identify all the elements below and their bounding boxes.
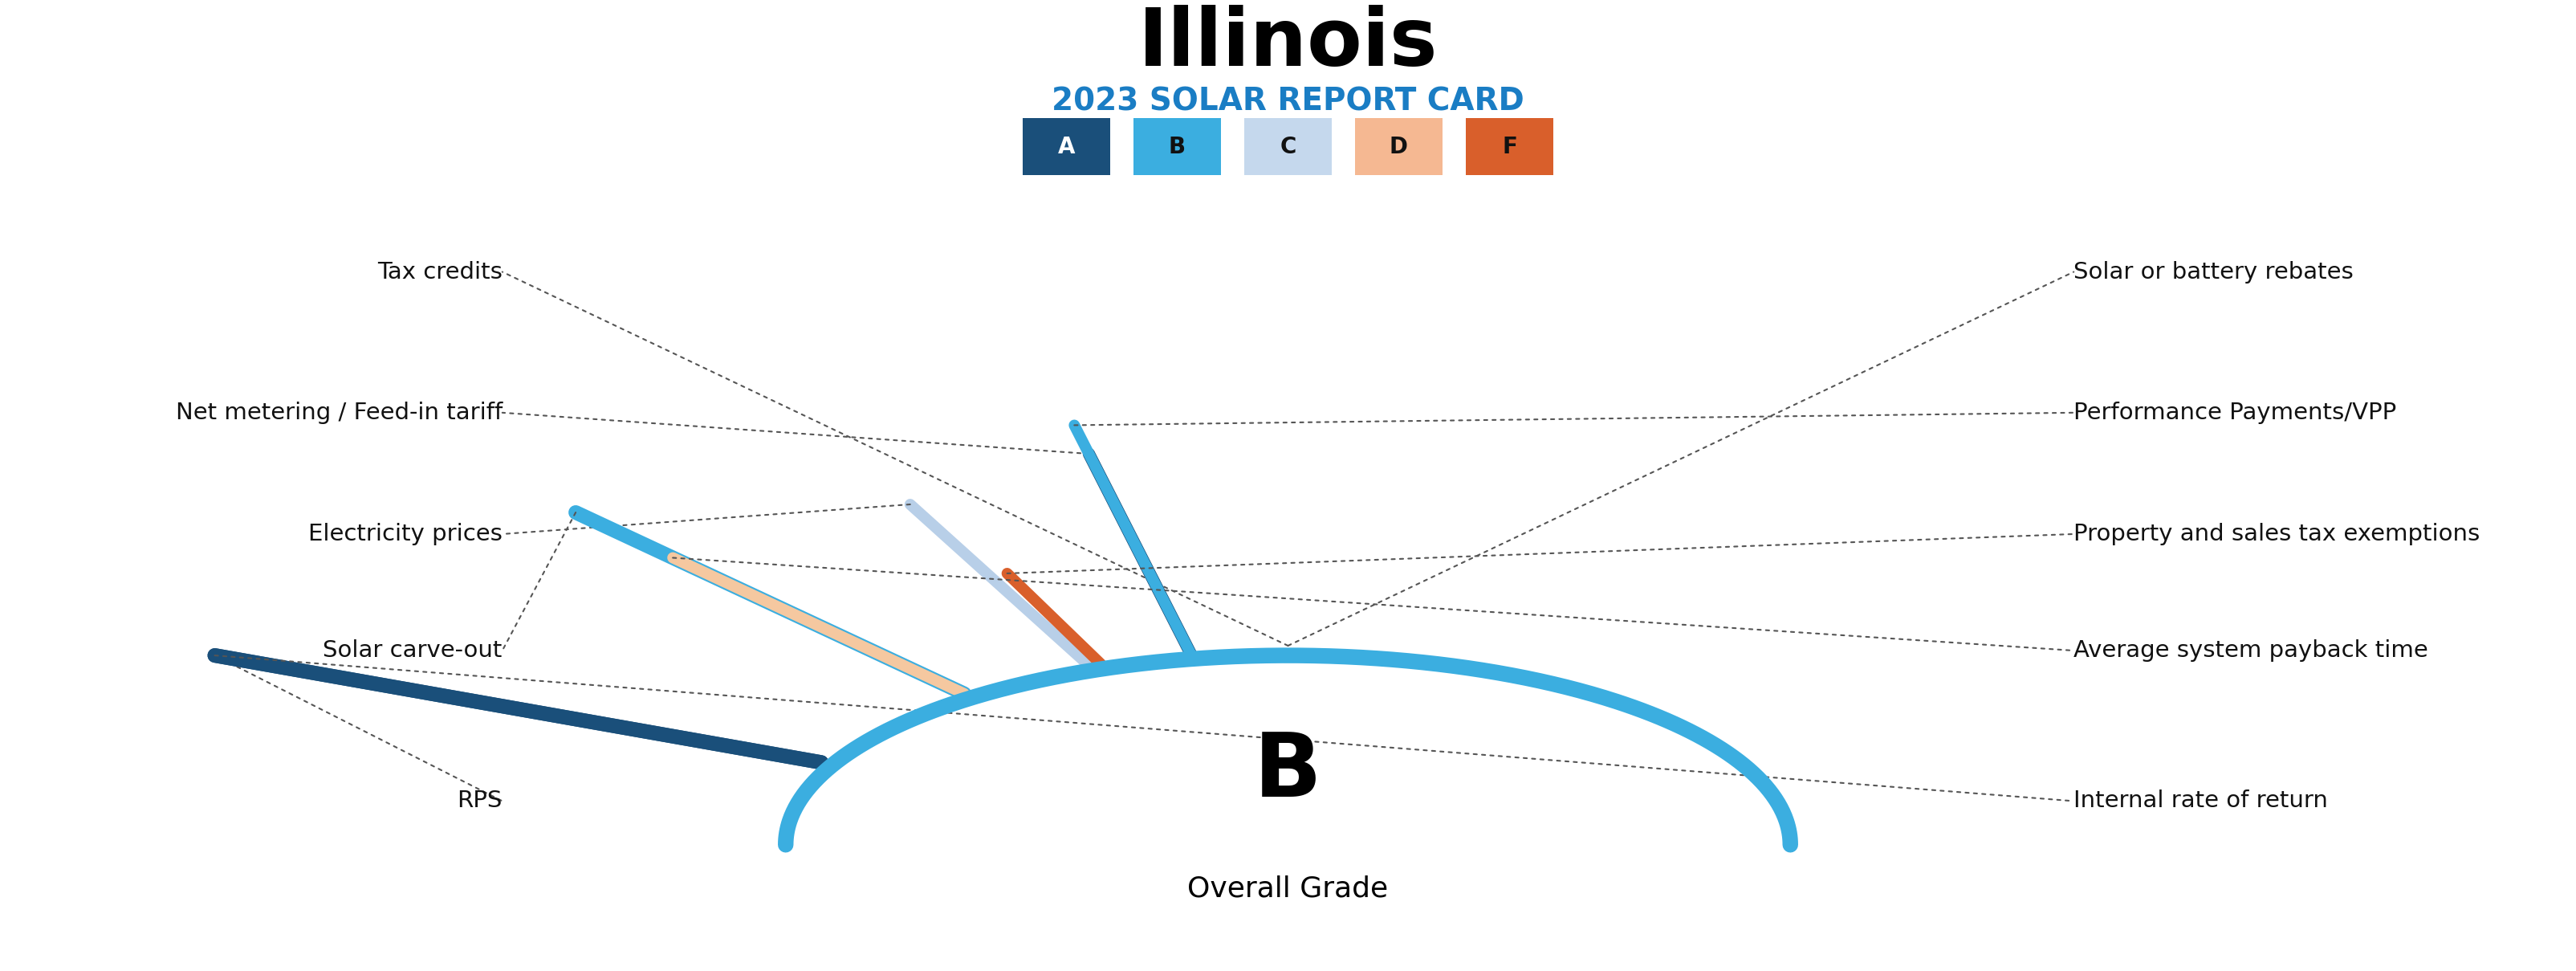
Text: B: B — [1255, 729, 1321, 815]
Text: Net metering / Feed-in tariff: Net metering / Feed-in tariff — [175, 401, 502, 424]
Text: RPS: RPS — [456, 789, 502, 813]
Text: Solar or battery rebates: Solar or battery rebates — [2074, 260, 2354, 284]
Text: D: D — [1388, 135, 1409, 158]
Text: Internal rate of return: Internal rate of return — [2074, 789, 2329, 813]
Text: A: A — [1059, 135, 1074, 158]
FancyBboxPatch shape — [1244, 118, 1332, 175]
FancyBboxPatch shape — [1466, 118, 1553, 175]
Text: Illinois: Illinois — [1139, 5, 1437, 83]
Text: Overall Grade: Overall Grade — [1188, 875, 1388, 902]
Text: Property and sales tax exemptions: Property and sales tax exemptions — [2074, 522, 2481, 546]
Text: Tax credits: Tax credits — [376, 260, 502, 284]
FancyBboxPatch shape — [1023, 118, 1110, 175]
Text: Solar carve-out: Solar carve-out — [322, 639, 502, 662]
Text: Electricity prices: Electricity prices — [309, 522, 502, 546]
FancyBboxPatch shape — [1355, 118, 1443, 175]
Text: Performance Payments/VPP: Performance Payments/VPP — [2074, 401, 2396, 424]
Text: C: C — [1280, 135, 1296, 158]
Text: 2023 SOLAR REPORT CARD: 2023 SOLAR REPORT CARD — [1051, 86, 1525, 117]
FancyBboxPatch shape — [1133, 118, 1221, 175]
Text: F: F — [1502, 135, 1517, 158]
Text: B: B — [1170, 135, 1185, 158]
Text: Average system payback time: Average system payback time — [2074, 639, 2429, 662]
